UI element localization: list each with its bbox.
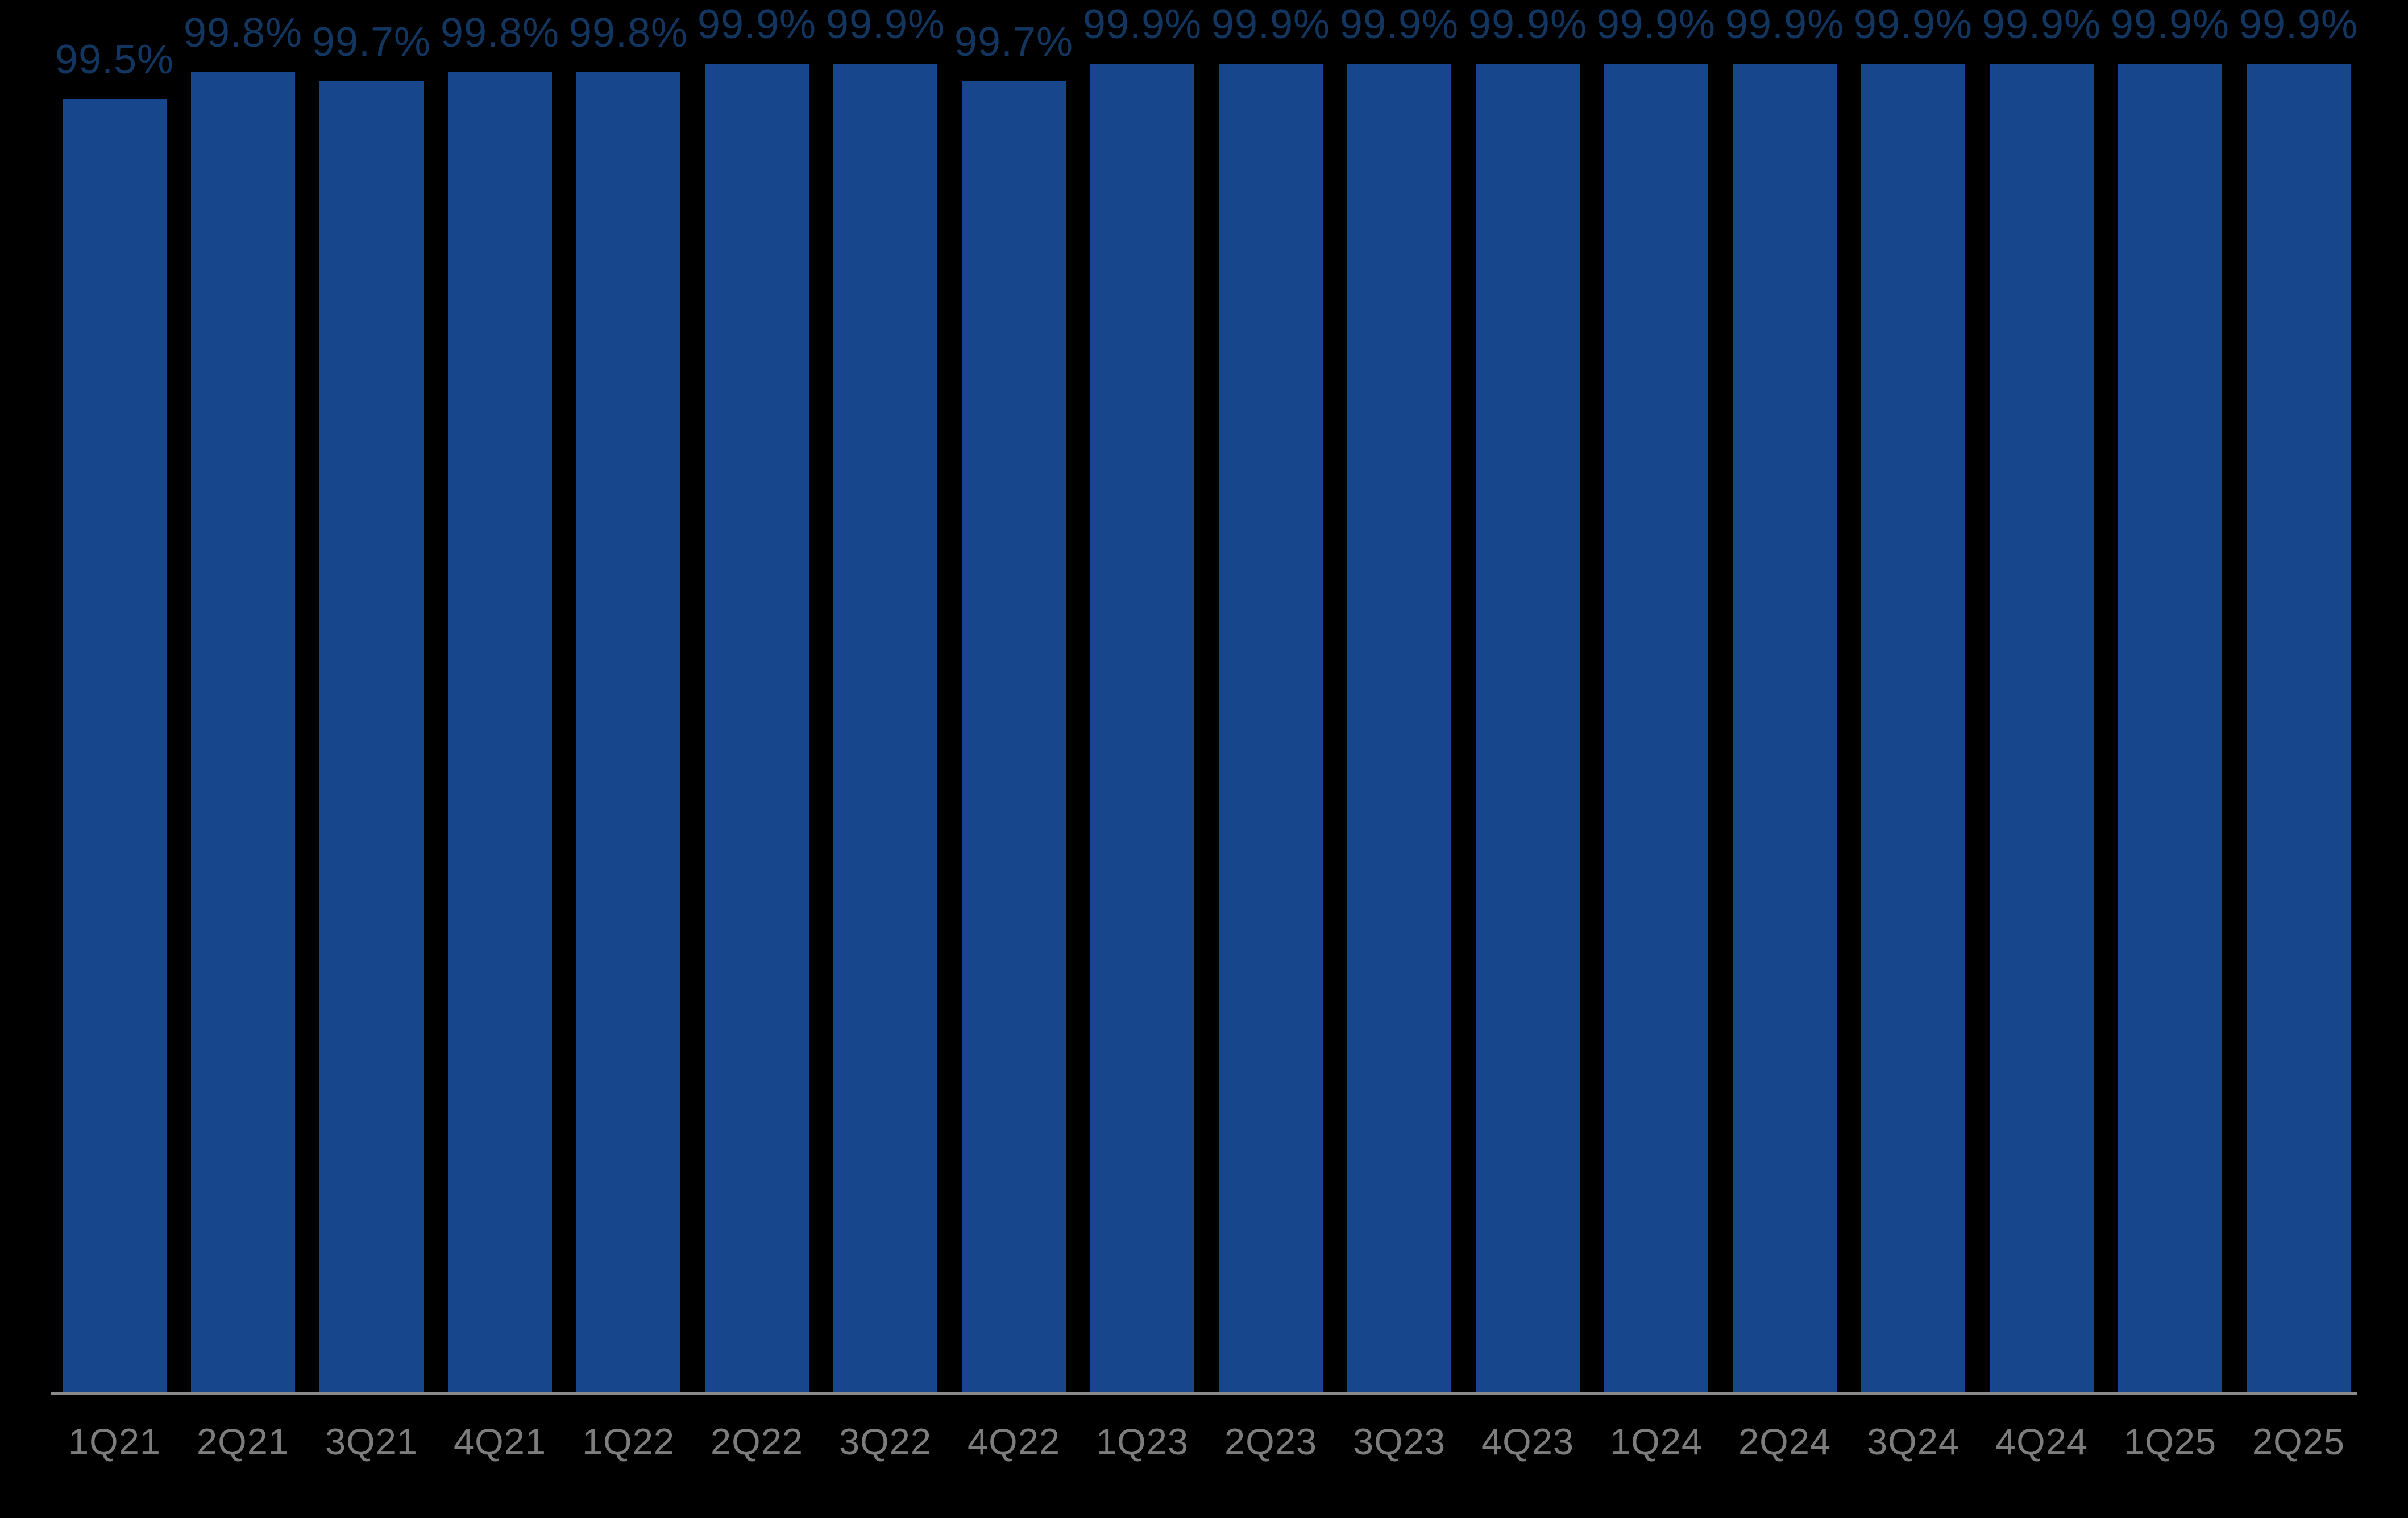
plot-area: 99.5% 99.8% 99.7% 99.8% 99.8% 99.9% 99.9% 99.7%… bbox=[55, 0, 2357, 1392]
x-axis-label: 2Q22 bbox=[710, 1421, 803, 1462]
bar-value-label: 99.9% bbox=[1982, 2, 2102, 47]
bar-value-label: 99.9% bbox=[825, 2, 945, 47]
x-axis-label: 3Q21 bbox=[325, 1421, 418, 1462]
x-axis-label: 1Q25 bbox=[2123, 1421, 2216, 1462]
bar-value-label: 99.9% bbox=[1211, 2, 1331, 47]
x-axis-labels: 1Q21 2Q21 3Q21 4Q21 1Q22 2Q22 3Q22 4Q22 1Q23 2Q23… bbox=[63, 1420, 2351, 1463]
bar-value-label: 99.8% bbox=[440, 10, 560, 56]
bar-value-label: 99.9% bbox=[1596, 2, 1716, 47]
bar-value-label: 99.9% bbox=[1468, 2, 1588, 47]
x-axis-label: 3Q24 bbox=[1866, 1421, 1959, 1462]
bar-value-label: 99.9% bbox=[2239, 2, 2359, 47]
x-axis-label: 2Q21 bbox=[196, 1421, 289, 1462]
bar-4Q22: 99.7% bbox=[954, 19, 1073, 1392]
x-axis-label: 1Q21 bbox=[68, 1421, 161, 1462]
bar-4Q23: 99.9% bbox=[1468, 2, 1587, 1392]
bar-3Q22: 99.9% bbox=[826, 2, 944, 1392]
bar-value-label: 99.9% bbox=[1082, 2, 1202, 47]
bar-4Q24: 99.9% bbox=[1982, 2, 2100, 1392]
bar-value-label: 99.9% bbox=[1339, 2, 1459, 47]
x-axis-label: 4Q23 bbox=[1481, 1421, 1574, 1462]
bar-1Q21: 99.5% bbox=[55, 37, 173, 1392]
x-axis-label: 3Q22 bbox=[838, 1421, 932, 1462]
bar-value-label: 99.9% bbox=[1725, 2, 1845, 47]
bar-value-label: 99.7% bbox=[312, 19, 431, 65]
x-axis-label: 1Q22 bbox=[582, 1421, 675, 1462]
bar-3Q23: 99.9% bbox=[1340, 2, 1458, 1392]
bar-3Q21: 99.7% bbox=[312, 19, 430, 1392]
x-axis-label: 3Q23 bbox=[1352, 1421, 1446, 1462]
x-axis-label: 4Q21 bbox=[453, 1421, 546, 1462]
bar-1Q23: 99.9% bbox=[1083, 2, 1201, 1392]
x-axis-label: 4Q24 bbox=[1995, 1421, 2088, 1462]
x-axis-label: 1Q23 bbox=[1095, 1421, 1189, 1462]
bar-value-label: 99.9% bbox=[2110, 2, 2230, 47]
x-axis-line bbox=[51, 1392, 2357, 1395]
bar-2Q25: 99.9% bbox=[2239, 2, 2357, 1392]
bar-2Q24: 99.9% bbox=[1725, 2, 1844, 1392]
bar-2Q23: 99.9% bbox=[1211, 2, 1330, 1392]
bar-1Q25: 99.9% bbox=[2111, 2, 2229, 1392]
bar-4Q21: 99.8% bbox=[441, 10, 559, 1392]
x-axis-label: 4Q22 bbox=[967, 1421, 1060, 1462]
x-axis-label: 1Q24 bbox=[1609, 1421, 1703, 1462]
x-axis-label: 2Q25 bbox=[2252, 1421, 2345, 1462]
x-axis-label: 2Q23 bbox=[1224, 1421, 1317, 1462]
bar-value-label: 99.9% bbox=[1853, 2, 1973, 47]
bar-value-label: 99.5% bbox=[55, 37, 175, 82]
x-axis-label: 2Q24 bbox=[1738, 1421, 1831, 1462]
bar-3Q24: 99.9% bbox=[1854, 2, 1972, 1392]
bar-2Q21: 99.8% bbox=[184, 10, 302, 1392]
bar-1Q24: 99.9% bbox=[1597, 2, 1715, 1392]
bar-1Q22: 99.8% bbox=[569, 10, 687, 1392]
bar-value-label: 99.8% bbox=[183, 10, 303, 56]
bar-value-label: 99.8% bbox=[568, 10, 688, 56]
bar-value-label: 99.9% bbox=[697, 2, 817, 47]
bar-value-label: 99.7% bbox=[954, 19, 1074, 65]
bar-2Q22: 99.9% bbox=[698, 2, 816, 1392]
